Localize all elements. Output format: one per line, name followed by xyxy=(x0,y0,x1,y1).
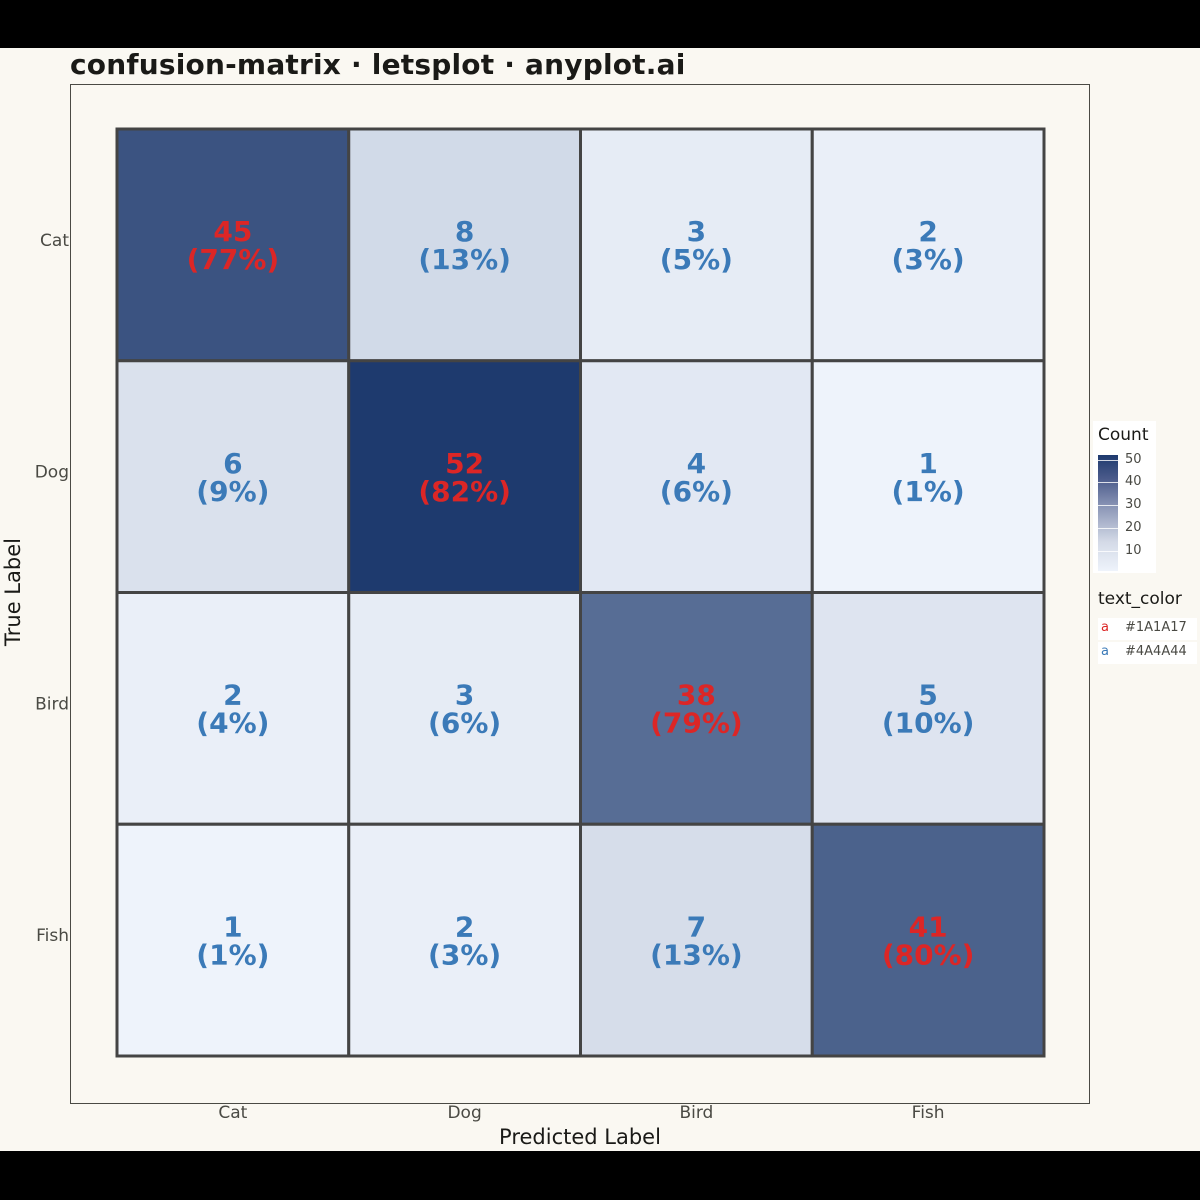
count-legend-tick-mark xyxy=(1098,505,1118,507)
cell-count-label: 2 xyxy=(223,679,242,712)
cell-percent-label: (9%) xyxy=(196,475,269,508)
count-colorbar xyxy=(1098,455,1118,571)
x-axis-title: Predicted Label xyxy=(499,1125,661,1149)
x-tick-label: Cat xyxy=(218,1103,247,1123)
cell-count-label: 41 xyxy=(909,910,948,943)
heatmap-cell xyxy=(810,127,1046,363)
heatmap-cell xyxy=(115,822,351,1058)
cell-count-label: 3 xyxy=(687,215,706,248)
cell-percent-label: (13%) xyxy=(650,938,743,971)
count-legend-tick: 10 xyxy=(1125,542,1142,558)
legend-item-label: #4A4A44 xyxy=(1125,644,1187,659)
heatmap-cell xyxy=(810,591,1046,826)
cell-percent-label: (80%) xyxy=(882,938,975,971)
cell-percent-label: (5%) xyxy=(660,243,733,276)
count-legend-tick: 40 xyxy=(1125,474,1142,490)
heatmap-cell xyxy=(347,822,582,1058)
heatmap-cell xyxy=(579,127,814,363)
cell-count-label: 6 xyxy=(223,447,242,480)
chart-title: confusion-matrix · letsplot · anyplot.ai xyxy=(70,48,686,81)
y-tick-label: Bird xyxy=(35,694,69,714)
text-color-legend: text_color a #1A1A17 a #4A4A44 xyxy=(1093,586,1197,668)
text-color-legend-item: a #1A1A17 xyxy=(1098,618,1197,640)
y-tick-label: Fish xyxy=(36,926,69,946)
cell-percent-label: (1%) xyxy=(892,475,965,508)
cell-percent-label: (3%) xyxy=(892,243,965,276)
cell-count-label: 1 xyxy=(918,447,937,480)
cell-percent-label: (6%) xyxy=(428,707,501,740)
count-legend-tick: 30 xyxy=(1125,497,1142,513)
cell-percent-label: (10%) xyxy=(882,707,975,740)
legend-key-glyph: a xyxy=(1101,644,1109,659)
heatmap-cell xyxy=(810,822,1046,1058)
text-color-legend-item: a #4A4A44 xyxy=(1098,642,1197,664)
cell-percent-label: (82%) xyxy=(418,475,511,508)
count-legend-tick: 50 xyxy=(1125,451,1142,467)
cell-count-label: 52 xyxy=(445,447,484,480)
cell-percent-label: (79%) xyxy=(650,707,743,740)
text-color-legend-title: text_color xyxy=(1098,589,1182,609)
panel-border xyxy=(70,84,1090,1104)
y-tick-label: Dog xyxy=(35,463,69,483)
cell-percent-label: (1%) xyxy=(196,938,269,971)
y-tick-label: Cat xyxy=(40,231,69,251)
heatmap-cell xyxy=(579,822,814,1058)
cell-count-label: 2 xyxy=(918,215,937,248)
cell-count-label: 2 xyxy=(455,910,474,943)
cell-percent-label: (13%) xyxy=(418,243,511,276)
cell-count-label: 8 xyxy=(455,215,474,248)
heatmap-cell xyxy=(115,591,351,826)
cell-count-label: 45 xyxy=(213,215,252,248)
y-axis-title: True Label xyxy=(1,538,25,647)
heatmap-cell xyxy=(347,359,582,594)
cell-count-label: 38 xyxy=(677,679,716,712)
x-tick-label: Dog xyxy=(447,1103,481,1123)
count-legend-tick-mark xyxy=(1098,550,1118,552)
heatmap-cell xyxy=(115,127,351,363)
legend-key-glyph: a xyxy=(1101,620,1109,635)
cell-count-label: 1 xyxy=(223,910,242,943)
count-legend-tick-mark xyxy=(1098,459,1118,461)
x-tick-label: Fish xyxy=(912,1103,945,1123)
cell-percent-label: (6%) xyxy=(660,475,733,508)
cell-count-label: 4 xyxy=(687,447,706,480)
count-legend-title: Count xyxy=(1098,425,1149,445)
cell-count-label: 5 xyxy=(918,679,937,712)
count-legend-tick-mark xyxy=(1098,482,1118,484)
cell-percent-label: (3%) xyxy=(428,938,501,971)
legend-item-label: #1A1A17 xyxy=(1125,620,1187,635)
x-tick-label: Bird xyxy=(679,1103,713,1123)
heatmap-cell xyxy=(810,359,1046,594)
count-legend-tick: 20 xyxy=(1125,519,1142,535)
cell-percent-label: (4%) xyxy=(196,707,269,740)
count-legend-tick-mark xyxy=(1098,527,1118,529)
cell-count-label: 7 xyxy=(687,910,706,943)
count-legend: Count 50 40 30 20 10 xyxy=(1093,421,1156,573)
cell-percent-label: (77%) xyxy=(187,243,280,276)
heatmap-cell xyxy=(115,359,351,594)
heatmap-cell xyxy=(579,591,814,826)
cell-count-label: 3 xyxy=(455,679,474,712)
